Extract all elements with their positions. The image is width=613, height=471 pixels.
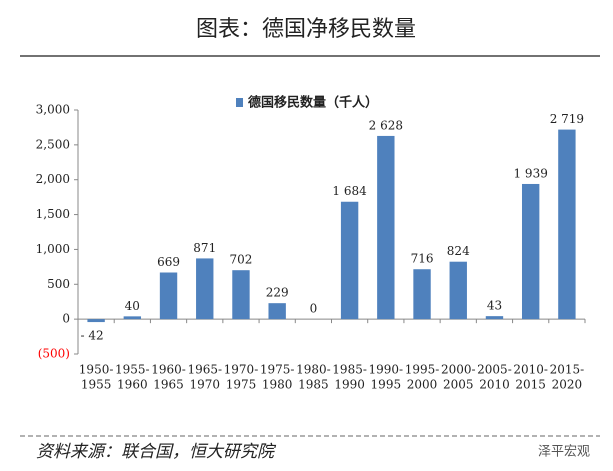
bar xyxy=(521,183,540,320)
x-tick-label: 1995 xyxy=(371,378,402,392)
x-tick-label: 1985 xyxy=(298,378,329,392)
x-tick-label: 2015 xyxy=(515,378,546,392)
x-tick-label: 1955- xyxy=(115,363,150,377)
x-tick-label: 1995- xyxy=(405,363,440,377)
chart-title: 图表：德国净移民数量 xyxy=(196,17,416,42)
bar xyxy=(485,316,504,320)
y-tick-label: (500) xyxy=(38,347,70,361)
y-tick-label: 0 xyxy=(62,312,70,326)
x-tick-label: 2000 xyxy=(407,378,438,392)
legend-label: 德国移民数量（千人） xyxy=(248,95,378,111)
value-label: 40 xyxy=(125,299,140,313)
value-label: 43 xyxy=(487,299,502,313)
value-label: 1 939 xyxy=(513,166,547,180)
value-label: 1 684 xyxy=(332,184,367,198)
y-tick-label: 500 xyxy=(47,277,70,291)
bar xyxy=(449,261,467,320)
x-tick-label: 2000- xyxy=(441,363,476,377)
x-tick-label: 1980- xyxy=(296,363,331,377)
bar xyxy=(232,270,250,320)
x-tick-label: 1965 xyxy=(153,378,184,392)
bar xyxy=(123,316,142,320)
value-label: 0 xyxy=(310,302,318,316)
y-tick-label: 1,000 xyxy=(36,242,70,256)
value-label: 229 xyxy=(266,286,289,300)
x-tick-label: 1970 xyxy=(189,378,220,392)
bar xyxy=(87,319,105,323)
legend-swatch xyxy=(236,98,243,107)
source: 资料来源：联合国，恒大研究院 xyxy=(36,442,277,462)
value-label: 2 719 xyxy=(550,112,584,126)
value-label: 871 xyxy=(193,241,216,255)
x-tick-label: 1990- xyxy=(369,363,404,377)
x-tick-label: 2010 xyxy=(479,378,510,392)
x-tick-label: 1960- xyxy=(151,363,186,377)
x-tick-label: 2005- xyxy=(477,363,512,377)
value-label: - 42 xyxy=(81,329,104,343)
x-tick-label: 2005 xyxy=(443,378,474,392)
bar xyxy=(159,272,178,320)
value-label: 669 xyxy=(157,255,180,269)
x-tick-label: 1975- xyxy=(260,363,295,377)
x-tick-label: 1970- xyxy=(224,363,259,377)
value-label: 2 628 xyxy=(369,118,403,132)
watermark: 泽平宏观 xyxy=(538,445,590,460)
x-tick-label: 2010- xyxy=(513,363,548,377)
y-tick-label: 3,000 xyxy=(36,103,70,117)
value-label: 702 xyxy=(230,253,253,267)
x-tick-label: 1975 xyxy=(226,378,257,392)
bar xyxy=(196,258,214,320)
bar xyxy=(558,129,576,320)
x-tick-label: 1980 xyxy=(262,378,293,392)
value-label: 716 xyxy=(411,252,434,266)
x-tick-label: 1990 xyxy=(334,378,365,392)
x-tick-label: 1960 xyxy=(117,378,148,392)
y-tick-label: 1,500 xyxy=(36,207,70,221)
x-tick-label: 2015- xyxy=(550,363,585,377)
bar xyxy=(340,201,359,320)
bar xyxy=(268,303,286,320)
y-tick-label: 2,000 xyxy=(36,172,70,186)
x-tick-label: 1950- xyxy=(79,363,114,377)
bar xyxy=(413,269,431,320)
value-label: 824 xyxy=(447,244,470,258)
y-tick-label: 2,500 xyxy=(36,137,70,151)
x-tick-label: 2020 xyxy=(552,378,583,392)
bar xyxy=(377,135,395,320)
x-tick-label: 1985- xyxy=(332,363,367,377)
x-tick-label: 1965- xyxy=(187,363,222,377)
x-tick-label: 1955 xyxy=(81,378,112,392)
